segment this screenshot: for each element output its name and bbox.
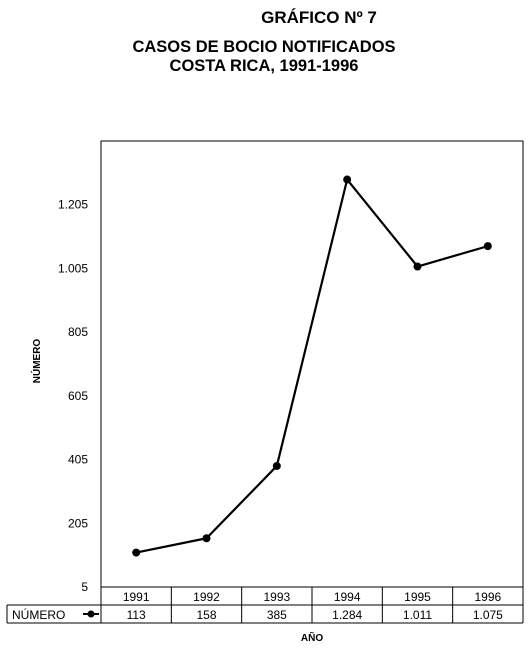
data-point — [413, 262, 422, 271]
x-tick-label: 1993 — [263, 590, 290, 604]
table-value-cell: 158 — [196, 608, 216, 622]
y-tick-label: 1.205 — [58, 198, 88, 212]
x-axis-title: AÑO — [301, 631, 323, 644]
y-tick-label: 405 — [68, 453, 88, 467]
x-tick-label: 1995 — [404, 590, 431, 604]
table-value-cell: 385 — [267, 608, 287, 622]
table-value-cell: 1.011 — [403, 608, 432, 622]
plot-frame — [100, 140, 524, 588]
series-line — [135, 178, 489, 554]
y-tick-label: 1.005 — [58, 261, 88, 275]
table-series-label: NÚMERO — [12, 607, 65, 622]
chart-title-line3: COSTA RICA, 1991-1996 — [169, 57, 359, 75]
x-tick-label: 1992 — [193, 590, 220, 604]
table-value-cell: 113 — [127, 608, 146, 622]
data-point — [272, 461, 281, 470]
table-value-cell: 1.075 — [473, 608, 503, 622]
x-tick-label: 1994 — [334, 590, 361, 604]
chart-title-line1: GRÁFICO Nº 7 — [261, 8, 377, 27]
data-point — [343, 175, 352, 184]
y-tick-label: 205 — [68, 516, 88, 530]
data-point — [132, 548, 141, 557]
y-tick-label: 805 — [68, 325, 88, 339]
x-tick-label: 1991 — [123, 590, 150, 604]
y-axis-title: NÚMERO — [30, 339, 43, 384]
y-tick-label: 5 — [81, 580, 88, 594]
y-tick-label: 605 — [68, 389, 88, 403]
chart-title-line2: CASOS DE BOCIO NOTIFICADOS — [132, 38, 396, 56]
data-point — [483, 242, 492, 251]
legend-point-marker — [87, 610, 95, 618]
table-value-cell: 1.284 — [332, 608, 362, 622]
x-tick-label: 1996 — [474, 590, 501, 604]
data-point — [202, 534, 211, 543]
